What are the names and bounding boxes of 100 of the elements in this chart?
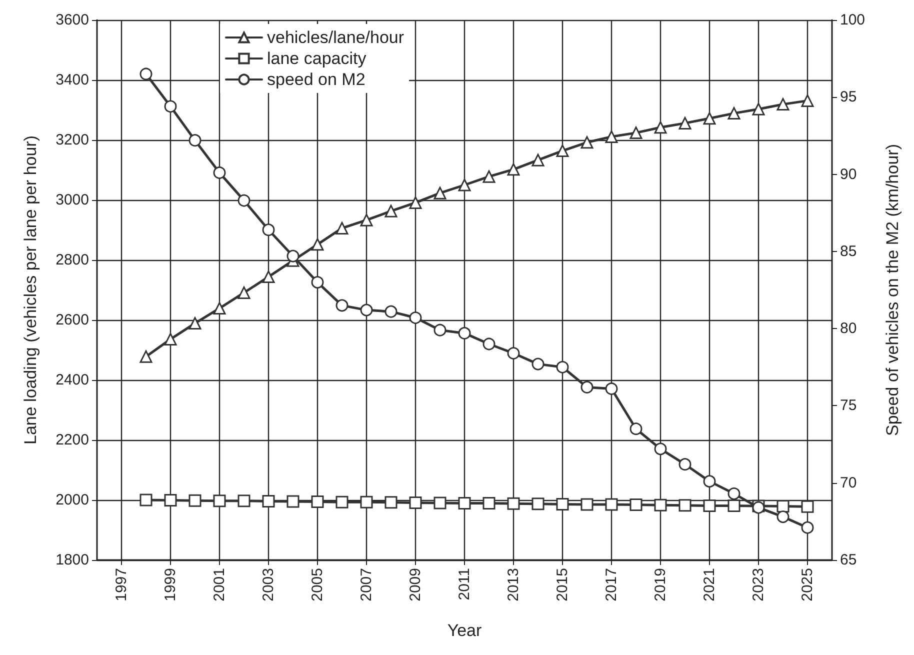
point [311,276,324,289]
legend-label: lane capacity [267,49,367,68]
point [703,112,716,125]
point [140,68,152,80]
x-tick-label: 2013 [505,568,522,602]
point [262,270,275,284]
point [801,94,814,107]
point [360,304,373,316]
x-tick-label: 1997 [113,568,130,602]
y2-tick-label: 80 [840,320,857,338]
point [311,496,324,508]
point [801,500,814,513]
x-tick-label: 2007 [358,568,375,602]
x-tick-label: 2021 [701,568,718,602]
y-tick-label: 3600 [56,12,89,28]
y-tick-label: 3400 [56,72,89,88]
y2-tick-label: 75 [840,397,857,414]
point [164,494,177,507]
legend-label: speed on M2 [267,70,366,89]
x-tick-label: 1999 [162,568,179,602]
y-tick-label: 2000 [56,492,89,508]
point [556,360,569,374]
point [434,496,446,510]
x-tick-label: 2001 [211,568,228,602]
x-tick-label: 2005 [309,568,326,602]
point [556,498,569,510]
point [164,100,177,113]
point [336,496,348,508]
y2-tick-label: 90 [840,166,857,183]
point [678,499,692,512]
point [776,510,790,524]
x-tick-label: 2011 [456,568,473,600]
point [262,494,275,508]
point [654,498,667,512]
point [458,497,471,510]
point [188,134,202,147]
point [507,347,520,360]
x-tick-label: 2019 [652,568,669,602]
point [605,130,618,143]
point [605,382,618,395]
y-tick-label: 2800 [56,252,89,268]
point [409,312,422,324]
x-tick-label: 2015 [554,568,571,602]
x-tick-label: 2017 [603,568,620,602]
point [238,194,250,207]
point [630,422,642,436]
point [580,380,594,394]
x-axis-title: Year [447,621,482,640]
y2-tick-label: 100 [840,12,866,28]
y-tick-label: 2600 [56,312,89,328]
point [311,238,324,251]
point [360,496,373,508]
point [434,324,446,336]
point [482,497,496,510]
point [678,458,692,471]
y2-axis-title: Speed of vehicles on the M2 (km/hour) [883,144,902,436]
point [360,214,373,226]
y-tick-label: 3000 [56,192,89,208]
point [752,102,765,116]
y-tick-label: 2400 [56,372,89,388]
point [213,302,226,315]
point [801,521,814,534]
point [776,500,790,513]
point [728,499,740,512]
point [213,166,226,179]
point [654,442,667,456]
y-axis-title: Lane loading (vehicles per lane per hour) [21,135,40,445]
point [409,496,422,509]
point [532,358,544,370]
point [458,178,471,192]
point [654,121,667,134]
x-tick-label: 2009 [407,568,424,602]
x-tick-label: 2025 [799,568,816,602]
point [630,498,642,512]
point [262,224,275,236]
point [409,196,422,209]
y2-tick-label: 65 [840,552,857,568]
point [384,496,398,509]
y2-tick-label: 70 [840,474,857,492]
point [140,350,152,363]
x-tick-label: 2003 [260,568,277,602]
point [213,494,226,508]
point [703,475,716,488]
y-tick-label: 1800 [56,552,89,568]
point [605,498,618,511]
y2-tick-label: 95 [840,88,857,106]
y-tick-label: 3200 [56,132,89,148]
point [458,326,471,340]
point [238,494,250,508]
y2-tick-label: 85 [840,242,857,260]
point [164,332,177,346]
point [188,494,202,507]
point [507,497,520,510]
point [286,250,300,262]
point [728,487,740,500]
point [482,338,496,350]
point [286,495,300,508]
point [703,499,716,512]
point [556,144,569,158]
point [140,494,152,506]
